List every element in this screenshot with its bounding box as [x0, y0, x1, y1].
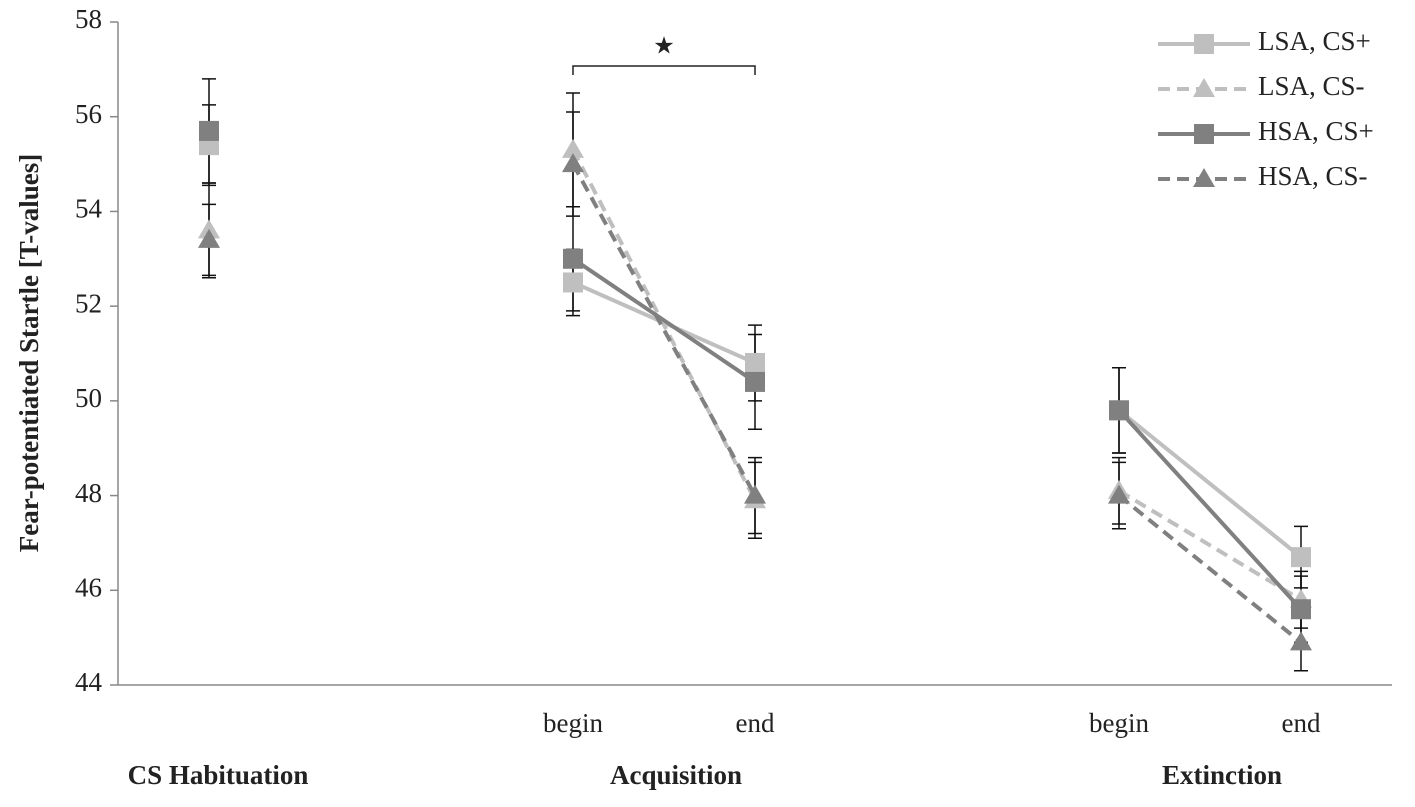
series-line — [571, 148, 1303, 602]
y-tick-label: 58 — [75, 4, 102, 34]
data-point — [562, 153, 584, 173]
series-line — [572, 280, 1303, 559]
legend-marker — [1193, 78, 1215, 97]
y-tick-label: 48 — [75, 478, 102, 508]
data-point — [744, 484, 766, 504]
data-point — [563, 272, 583, 293]
x-tick-label: end — [1282, 708, 1321, 738]
data-point — [563, 248, 583, 269]
legend-marker — [1194, 34, 1214, 54]
data-point — [198, 228, 220, 248]
significance-label: ★ — [653, 34, 675, 60]
group-label: CS Habituation — [128, 760, 309, 790]
group-label: Acquisition — [610, 760, 742, 790]
legend-marker — [1194, 124, 1214, 144]
legend-label: HSA, CS- — [1258, 161, 1368, 191]
y-tick-label: 54 — [75, 194, 103, 224]
data-point — [1109, 400, 1129, 421]
legend-label: LSA, CS+ — [1258, 26, 1371, 56]
x-tick-label: begin — [543, 708, 603, 738]
data-point — [1108, 484, 1130, 504]
y-tick-label: 52 — [75, 288, 102, 318]
series-line — [571, 257, 1303, 611]
x-tick-label: end — [736, 708, 775, 738]
data-point — [562, 138, 584, 158]
legend-label: HSA, CS+ — [1258, 116, 1374, 146]
data-point — [199, 120, 219, 141]
x-tick-label: begin — [1089, 708, 1149, 738]
y-tick-label: 46 — [75, 572, 102, 602]
significance-bracket — [572, 65, 756, 75]
data-point — [1291, 547, 1311, 568]
y-tick-label: 56 — [75, 99, 102, 129]
legend-label: LSA, CS- — [1258, 71, 1365, 101]
data-point — [1290, 631, 1312, 651]
group-label: Extinction — [1162, 760, 1282, 790]
series-line — [571, 163, 1303, 644]
data-point — [1291, 599, 1311, 620]
legend-marker — [1193, 168, 1215, 187]
data-point — [745, 352, 765, 373]
y-tick-label: 44 — [75, 667, 103, 697]
y-axis-label: Fear-potentiated Startle [T-values] — [14, 154, 44, 552]
data-point — [745, 371, 765, 392]
y-tick-label: 50 — [75, 383, 102, 413]
